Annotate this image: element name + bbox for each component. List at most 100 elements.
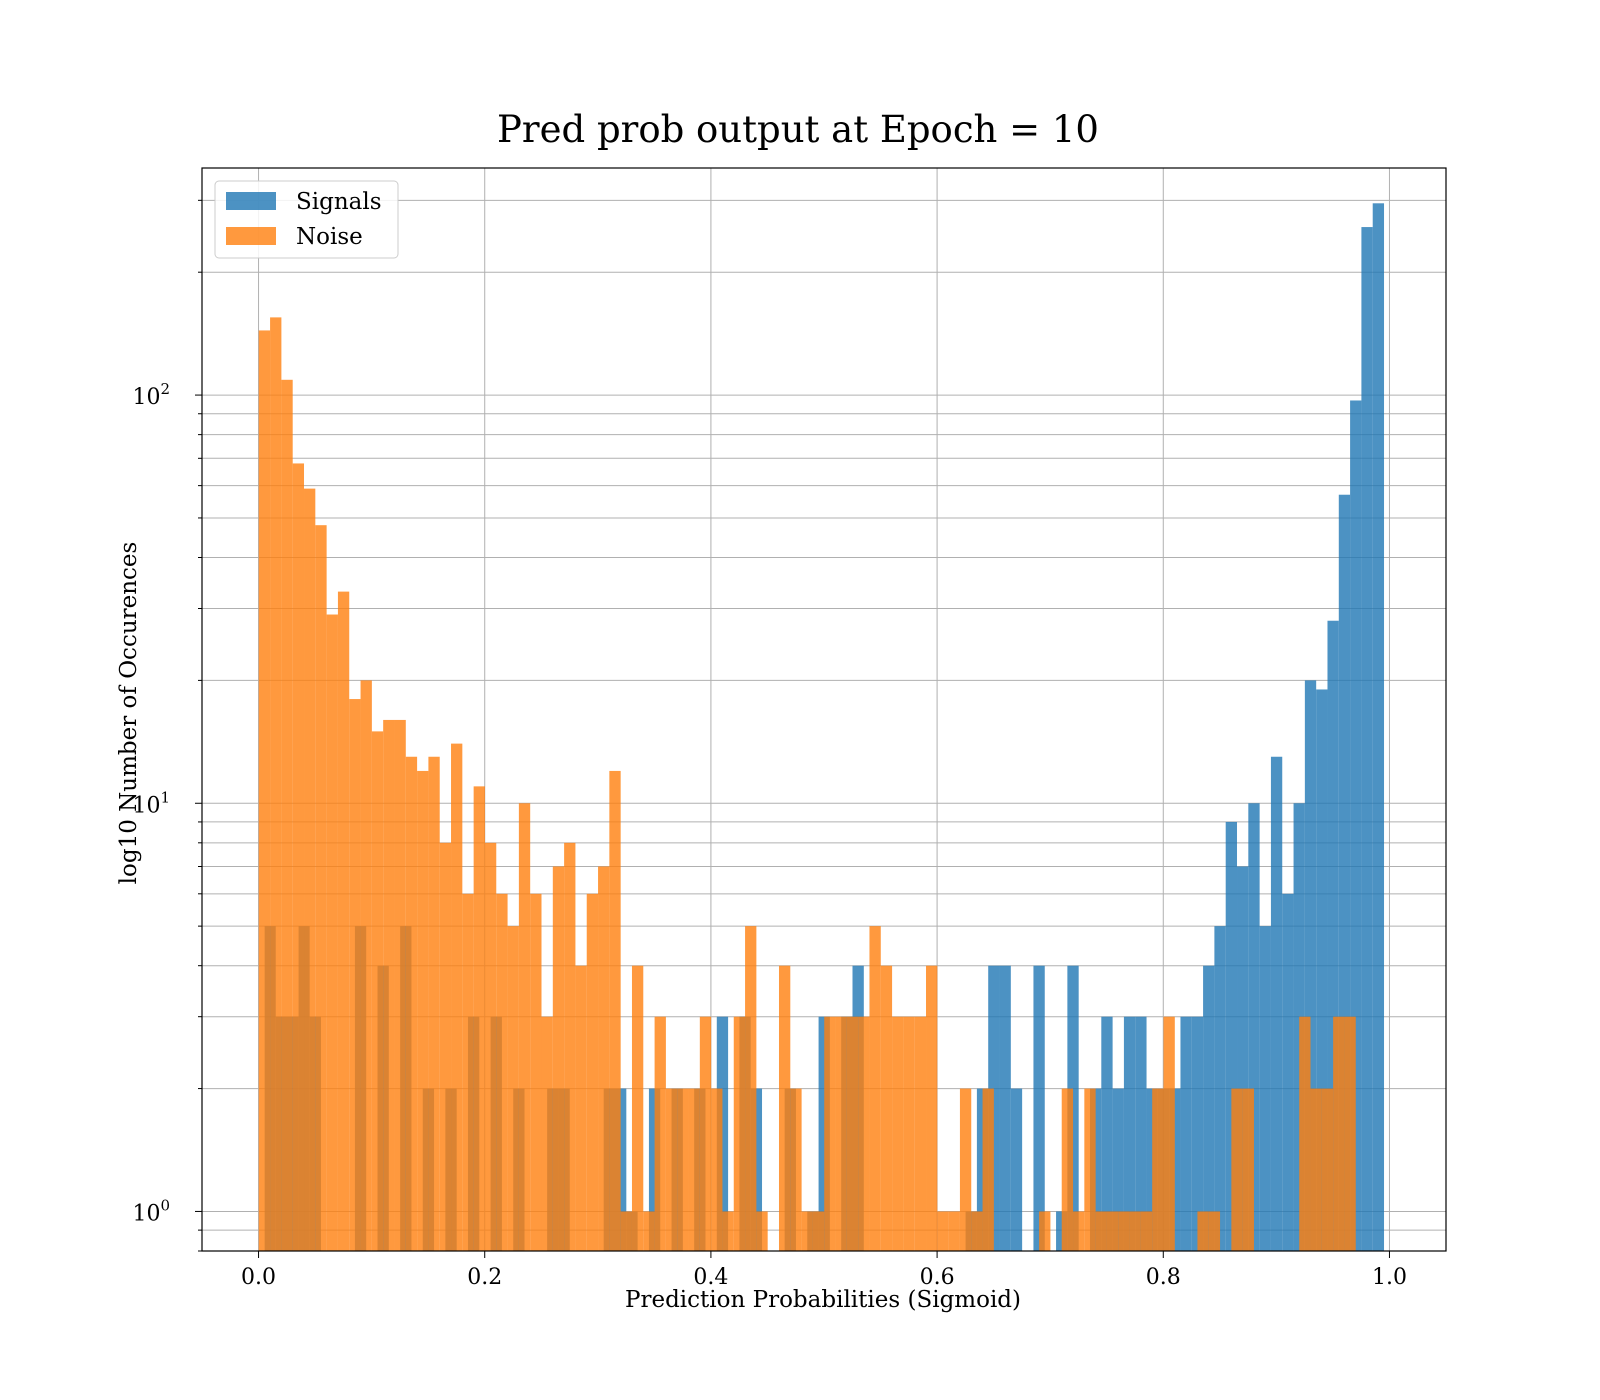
legend-swatch: [226, 192, 276, 210]
signals-bar: [1101, 1016, 1113, 1251]
noise-bar: [1039, 1211, 1051, 1251]
noise-bar: [812, 1211, 825, 1251]
legend-swatch: [226, 227, 276, 245]
noise-bar: [971, 1211, 983, 1251]
x-tick-label: 1.0: [1372, 1265, 1407, 1290]
signals-bar: [1327, 620, 1339, 1251]
plot-frame: [201, 167, 1447, 1252]
signals-bar: [1033, 965, 1045, 1251]
signals-bar: [1270, 756, 1283, 1251]
noise-bar: [439, 842, 452, 1251]
y-tick-exponent: 0: [160, 1196, 170, 1214]
noise-bar: [1106, 1211, 1119, 1251]
y-tick-exponent: 2: [160, 380, 170, 398]
noise-bar: [1344, 1016, 1356, 1251]
chart-title: Pred prob output at Epoch = 10: [497, 108, 1099, 151]
signals-bar: [1361, 227, 1373, 1252]
noise-bar: [1310, 1088, 1322, 1251]
signals-bar: [1304, 680, 1317, 1251]
noise-bar: [473, 786, 485, 1251]
signals-bar: [1259, 926, 1271, 1251]
signals-bar: [1237, 866, 1249, 1251]
y-tick-exponent: 1: [160, 788, 170, 806]
noise-bar: [1129, 1211, 1141, 1251]
noise-bar: [609, 770, 621, 1251]
signals-bar: [1248, 803, 1260, 1251]
noise-bar: [1197, 1211, 1209, 1251]
noise-bar: [1073, 1211, 1085, 1251]
noise-bar: [371, 731, 384, 1251]
noise-bar: [688, 1088, 700, 1251]
noise-bar: [292, 463, 305, 1251]
noise-bar: [1118, 1211, 1130, 1251]
noise-bar: [914, 1016, 927, 1251]
legend-label: Noise: [296, 224, 363, 250]
noise-bar: [1140, 1211, 1153, 1251]
noise-bar: [982, 1088, 994, 1251]
noise-bar: [270, 317, 282, 1252]
noise-bar: [1299, 1016, 1311, 1251]
noise-bar: [1084, 1088, 1096, 1251]
noise-bar: [360, 680, 372, 1251]
noise-bar: [258, 330, 271, 1251]
y-axis-label: log10 Number of Occurences: [116, 542, 142, 885]
signals-bar: [1191, 1016, 1204, 1251]
noise-bar: [281, 379, 293, 1251]
noise-bar: [304, 488, 316, 1251]
noise-bar: [1321, 1088, 1334, 1251]
noise-bar: [1061, 1088, 1074, 1251]
noise-bar: [846, 1016, 859, 1251]
x-tick-label: 0.6: [920, 1265, 955, 1290]
noise-bar: [643, 1211, 655, 1251]
noise-bar: [835, 1016, 847, 1251]
noise-bar: [552, 866, 565, 1251]
noise-bar: [745, 926, 757, 1251]
noise-bar: [484, 842, 497, 1251]
noise-bar: [1163, 1016, 1175, 1251]
signals-bar: [1214, 926, 1226, 1251]
noise-bar: [790, 1088, 802, 1251]
noise-bar: [315, 525, 327, 1251]
signals-bar: [1123, 1016, 1136, 1251]
noise-bar: [530, 893, 542, 1251]
signals-bar: [1112, 1088, 1124, 1251]
y-tick-label: 101: [132, 788, 170, 818]
noise-bar: [1152, 1088, 1164, 1251]
x-tick-label: 0.0: [241, 1265, 276, 1290]
x-tick-label: 0.4: [693, 1265, 728, 1290]
noise-bar: [541, 1016, 553, 1251]
noise-bar: [665, 1088, 678, 1251]
noise-bar: [858, 1016, 870, 1251]
noise-bar: [586, 893, 599, 1251]
signals-bar: [1350, 400, 1362, 1251]
x-tick-label: 0.2: [467, 1265, 502, 1290]
noise-bar: [1208, 1211, 1221, 1251]
noise-bar: [756, 1211, 768, 1251]
noise-bar: [824, 1016, 836, 1251]
noise-bar: [892, 1016, 904, 1251]
y-tick-label: 100: [132, 1196, 170, 1226]
noise-bar: [575, 965, 587, 1251]
noise-bar: [926, 965, 938, 1251]
noise-bar: [394, 719, 406, 1251]
noise-bar: [699, 1016, 712, 1251]
signals-bar: [999, 965, 1011, 1251]
noise-bar: [507, 926, 519, 1251]
noise-bar: [733, 1016, 746, 1251]
signals-bar: [1010, 1088, 1023, 1251]
noise-bar: [1333, 1016, 1345, 1251]
signals-bar: [1225, 821, 1238, 1251]
noise-bar: [337, 591, 350, 1251]
noise-bar: [778, 965, 791, 1251]
noise-bar: [903, 1016, 915, 1251]
noise-bar: [451, 743, 463, 1251]
signals-bar: [1135, 1016, 1147, 1251]
legend: Signals Noise: [214, 180, 399, 259]
signals-bar: [1282, 893, 1294, 1251]
noise-bar: [620, 1211, 632, 1251]
noise-bar: [677, 1088, 689, 1251]
y-tick-label: 102: [132, 380, 170, 410]
noise-bar: [417, 770, 429, 1251]
signals-bar: [1316, 689, 1328, 1251]
